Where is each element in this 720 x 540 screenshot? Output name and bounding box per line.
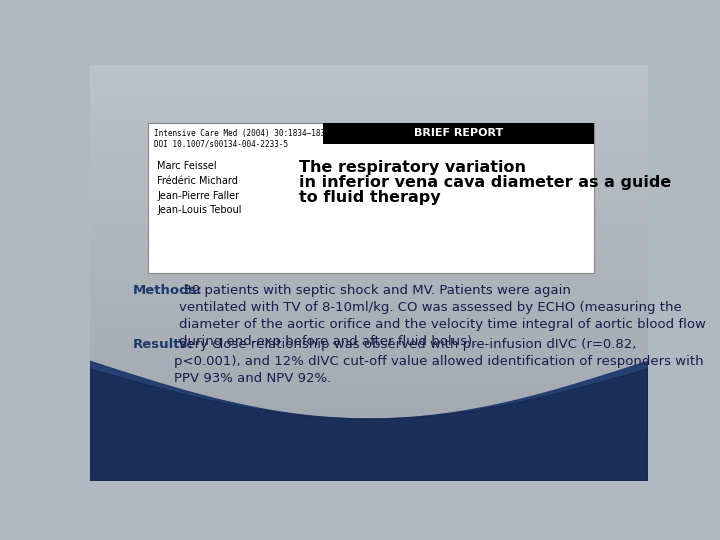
Text: BRIEF REPORT: BRIEF REPORT xyxy=(413,129,503,138)
Polygon shape xyxy=(90,369,648,481)
Text: to fluid therapy: to fluid therapy xyxy=(300,190,441,205)
Text: Marc Feissel
Frédéric Michard
Jean-Pierre Faller
Jean-Louis Teboul: Marc Feissel Frédéric Michard Jean-Pierr… xyxy=(158,161,242,215)
Text: 39 patients with septic shock and MV. Patients were again
ventilated with TV of : 39 patients with septic shock and MV. Pa… xyxy=(179,284,706,348)
Text: Results:: Results: xyxy=(132,338,194,351)
FancyBboxPatch shape xyxy=(148,123,594,273)
Text: Intensive Care Med (2004) 30:1834–1837
DOI 10.1007/s00134-004-2233-5: Intensive Care Med (2004) 30:1834–1837 D… xyxy=(154,129,330,148)
Text: Methods:: Methods: xyxy=(132,284,202,297)
FancyBboxPatch shape xyxy=(323,123,594,144)
Text: The respiratory variation: The respiratory variation xyxy=(300,159,526,174)
Text: Very close relationship was observed with pre-infusion dIVC (r=0.82,
p<0.001), a: Very close relationship was observed wit… xyxy=(174,338,703,385)
Text: in inferior vena cava diameter as a guide: in inferior vena cava diameter as a guid… xyxy=(300,175,672,190)
Polygon shape xyxy=(90,361,648,481)
